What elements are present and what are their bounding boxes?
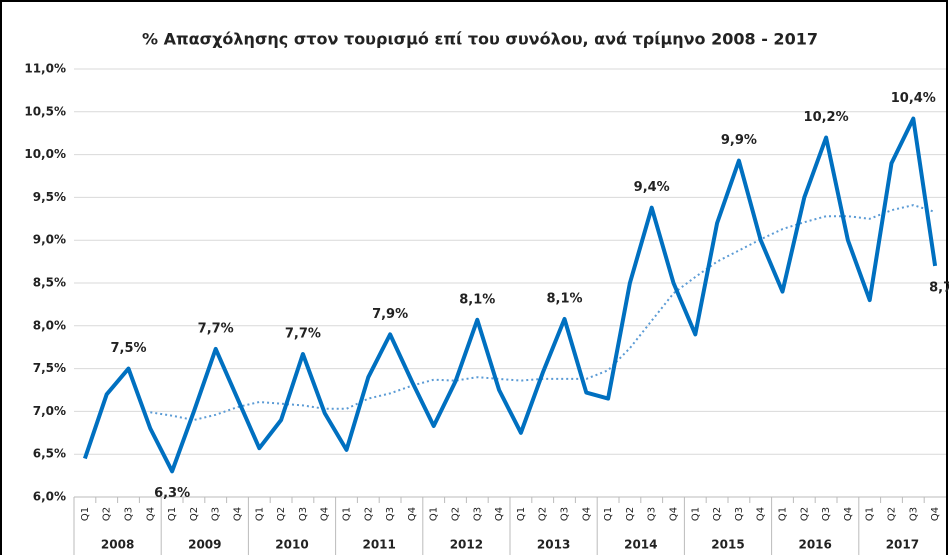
group-label: 2012 (450, 538, 483, 552)
x-tick-label: Q1 (167, 507, 178, 521)
x-tick-label: Q2 (538, 507, 549, 521)
data-label: 7,7% (285, 327, 321, 342)
group-label: 2015 (711, 538, 744, 552)
x-tick-label: Q2 (451, 507, 462, 521)
y-tick-label: 9,0% (33, 233, 66, 247)
data-label: 8,7% (929, 280, 949, 295)
x-tick-label: Q4 (756, 507, 767, 521)
x-tick-label: Q3 (821, 507, 832, 521)
x-tick-label: Q4 (669, 507, 680, 521)
y-tick-label: 9,5% (33, 190, 66, 204)
group-label: 2011 (362, 538, 395, 552)
x-tick-label: Q2 (363, 507, 374, 521)
data-label: 8,1% (459, 292, 495, 307)
x-tick-label: Q1 (429, 507, 440, 521)
group-label: 2014 (624, 538, 657, 552)
x-tick-label: Q3 (908, 507, 919, 521)
group-label: 2013 (537, 538, 570, 552)
y-tick-label: 11,0% (24, 62, 66, 76)
x-tick-label: Q4 (494, 507, 505, 521)
y-tick-label: 10,0% (24, 147, 66, 161)
x-tick-label: Q1 (778, 507, 789, 521)
x-tick-label: Q2 (102, 507, 113, 521)
x-tick-label: Q3 (560, 507, 571, 521)
x-tick-label: Q4 (320, 507, 331, 521)
y-tick-label: 10,5% (24, 104, 66, 118)
x-tick-label: Q1 (603, 507, 614, 521)
x-tick-label: Q2 (625, 507, 636, 521)
x-tick-label: Q2 (799, 507, 810, 521)
group-label: 2008 (101, 538, 134, 552)
x-tick-label: Q1 (342, 507, 353, 521)
x-tick-label: Q4 (843, 507, 854, 521)
x-tick-label: Q4 (930, 507, 941, 521)
data-label: 10,4% (891, 91, 936, 106)
x-tick-label: Q1 (865, 507, 876, 521)
y-tick-label: 8,0% (33, 318, 66, 332)
x-tick-label: Q2 (887, 507, 898, 521)
x-tick-label: Q3 (472, 507, 483, 521)
x-tick-label: Q2 (712, 507, 723, 521)
data-label: 10,2% (804, 110, 849, 125)
x-tick-label: Q3 (298, 507, 309, 521)
data-label: 8,1% (546, 291, 582, 306)
x-tick-label: Q1 (80, 507, 91, 521)
data-label: 9,4% (634, 180, 670, 195)
x-tick-label: Q1 (254, 507, 265, 521)
chart-title: % Απασχόλησης στον τουρισμό επί του συνό… (142, 30, 818, 49)
x-tick-label: Q3 (647, 507, 658, 521)
data-label: 7,9% (372, 307, 408, 322)
group-label: 2017 (886, 538, 919, 552)
x-tick-label: Q3 (211, 507, 222, 521)
group-label: 2016 (798, 538, 831, 552)
group-label: 2009 (188, 538, 221, 552)
y-tick-label: 6,0% (33, 490, 66, 504)
y-tick-label: 7,5% (33, 361, 66, 375)
x-tick-label: Q1 (690, 507, 701, 521)
x-tick-label: Q4 (581, 507, 592, 521)
data-label: 7,5% (110, 341, 146, 356)
trend-line (150, 204, 936, 421)
x-tick-label: Q2 (189, 507, 200, 521)
group-label: 2010 (275, 538, 308, 552)
x-tick-label: Q3 (734, 507, 745, 521)
x-tick-label: Q1 (516, 507, 527, 521)
y-tick-label: 7,0% (33, 404, 66, 418)
x-tick-label: Q4 (407, 507, 418, 521)
y-tick-label: 8,5% (33, 276, 66, 290)
x-tick-label: Q3 (385, 507, 396, 521)
data-label: 6,3% (154, 486, 190, 501)
x-tick-label: Q2 (276, 507, 287, 521)
data-label: 9,9% (721, 133, 757, 148)
y-tick-label: 6,5% (33, 447, 66, 461)
data-label: 7,7% (198, 321, 234, 336)
x-tick-label: Q3 (124, 507, 135, 521)
x-tick-label: Q4 (233, 507, 244, 521)
data-line (83, 116, 938, 474)
x-tick-label: Q4 (145, 507, 156, 521)
